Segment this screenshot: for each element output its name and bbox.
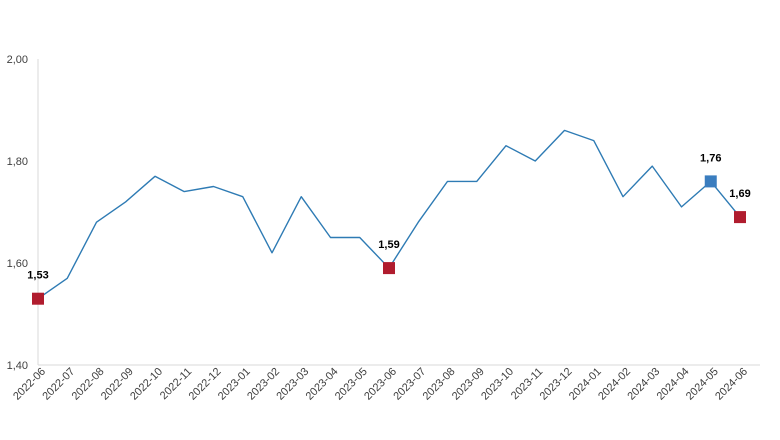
y-tick-label: 1,80 (7, 156, 28, 168)
highlight-markers (32, 175, 746, 305)
highlight-marker (734, 211, 746, 224)
x-axis: 2022-062022-072022-082022-092022-102022-… (11, 364, 760, 403)
highlight-marker (383, 262, 395, 275)
data-label: 1,53 (27, 270, 48, 282)
data-labels: 1,53 1,59 1,76 1,69 (27, 152, 750, 281)
highlight-marker (704, 175, 717, 188)
highlight-marker (32, 292, 44, 305)
x-tick-label: 2022-10 (128, 366, 165, 403)
data-label: 1,59 (378, 239, 399, 251)
x-tick-label: 2024-06 (713, 366, 750, 403)
y-tick-label: 1,60 (7, 258, 28, 270)
y-tick-label: 1,40 (7, 360, 28, 372)
data-label: 1,69 (729, 188, 750, 200)
y-axis: 1,40 1,60 1,80 2,00 (7, 54, 39, 372)
x-tick-label: 2023-10 (479, 366, 516, 403)
y-tick-label: 2,00 (7, 54, 28, 66)
data-label: 1,76 (700, 152, 721, 164)
